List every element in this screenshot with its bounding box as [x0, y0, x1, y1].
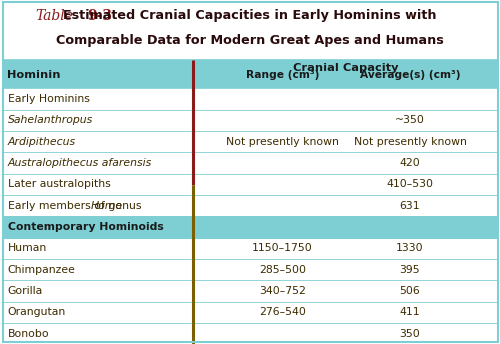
FancyBboxPatch shape: [2, 216, 498, 238]
Text: 1150–1750: 1150–1750: [252, 243, 313, 254]
FancyBboxPatch shape: [2, 302, 498, 323]
Text: Cranial Capacity: Cranial Capacity: [294, 63, 399, 73]
Text: Average(s) (cm³): Average(s) (cm³): [360, 70, 460, 80]
FancyBboxPatch shape: [2, 174, 498, 195]
Text: 411: 411: [400, 307, 420, 318]
FancyBboxPatch shape: [2, 280, 498, 302]
Text: Gorilla: Gorilla: [8, 286, 43, 296]
Text: Comparable Data for Modern Great Apes and Humans: Comparable Data for Modern Great Apes an…: [56, 34, 444, 47]
Text: 350: 350: [400, 329, 420, 339]
Text: 410–530: 410–530: [386, 179, 434, 190]
Text: Australopithecus afarensis: Australopithecus afarensis: [8, 158, 152, 168]
Text: 285–500: 285–500: [259, 265, 306, 275]
Text: 9-3: 9-3: [88, 9, 112, 23]
Text: Contemporary Hominoids: Contemporary Hominoids: [8, 222, 163, 232]
Text: 395: 395: [400, 265, 420, 275]
FancyBboxPatch shape: [2, 238, 498, 259]
Text: 276–540: 276–540: [259, 307, 306, 318]
Text: ~350: ~350: [395, 115, 425, 126]
Text: 420: 420: [400, 158, 420, 168]
FancyBboxPatch shape: [2, 152, 498, 174]
FancyBboxPatch shape: [2, 259, 498, 280]
FancyBboxPatch shape: [2, 110, 498, 131]
Text: Homo: Homo: [90, 201, 122, 211]
Text: 1330: 1330: [396, 243, 424, 254]
Text: Hominin: Hominin: [8, 70, 61, 80]
FancyBboxPatch shape: [2, 2, 498, 60]
Text: Range (cm³): Range (cm³): [246, 70, 319, 80]
Text: 631: 631: [400, 201, 420, 211]
Text: Bonobo: Bonobo: [8, 329, 49, 339]
Text: Human: Human: [8, 243, 47, 254]
Text: 340–752: 340–752: [259, 286, 306, 296]
Text: Ardipithecus: Ardipithecus: [8, 137, 76, 147]
FancyBboxPatch shape: [2, 195, 498, 216]
FancyBboxPatch shape: [2, 323, 498, 344]
Text: Not presently known: Not presently known: [354, 137, 467, 147]
Text: Orangutan: Orangutan: [8, 307, 66, 318]
Text: Not presently known: Not presently known: [226, 137, 339, 147]
Text: Estimated Cranial Capacities in Early Hominins with: Estimated Cranial Capacities in Early Ho…: [63, 9, 437, 22]
Text: Chimpanzee: Chimpanzee: [8, 265, 76, 275]
FancyBboxPatch shape: [2, 131, 498, 152]
Text: Early members of genus: Early members of genus: [8, 201, 144, 211]
FancyBboxPatch shape: [2, 88, 498, 110]
Text: Later australopiths: Later australopiths: [8, 179, 110, 190]
FancyBboxPatch shape: [2, 60, 498, 88]
Text: Sahelanthropus: Sahelanthropus: [8, 115, 93, 126]
Text: Early Hominins: Early Hominins: [8, 94, 89, 104]
Text: Table: Table: [35, 9, 73, 23]
Text: 506: 506: [400, 286, 420, 296]
